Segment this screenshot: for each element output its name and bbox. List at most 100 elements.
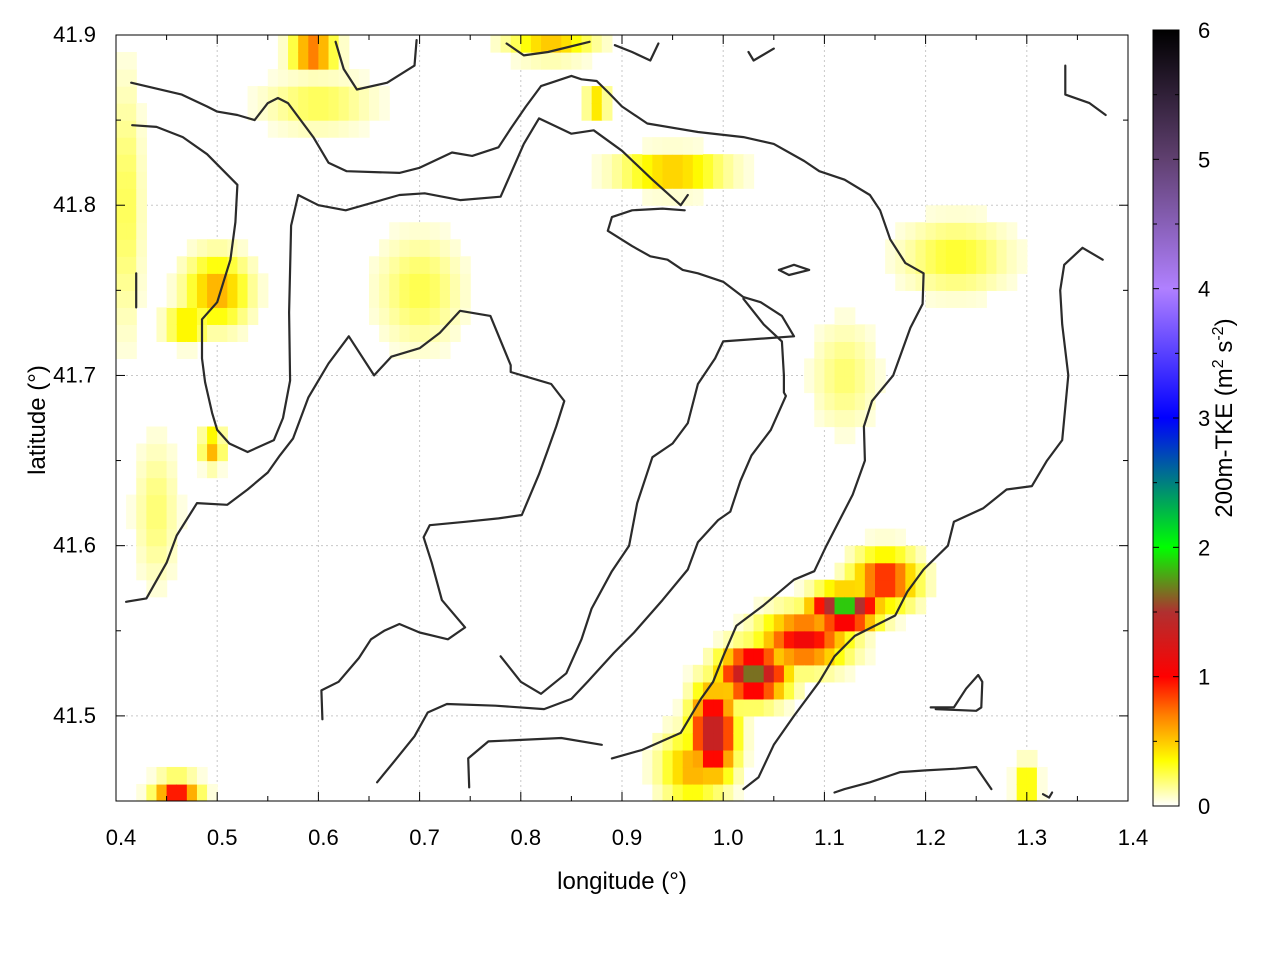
tke-cell — [146, 477, 158, 496]
tke-cell — [925, 579, 937, 598]
tke-cell — [541, 52, 552, 70]
tke-cell — [146, 443, 158, 462]
colorbar-tick-label: 0 — [1198, 794, 1210, 819]
tke-cell — [379, 273, 390, 291]
tke-cell — [217, 290, 228, 308]
tke-cell — [783, 613, 795, 632]
tke-cell — [662, 766, 674, 785]
tke-cell — [834, 630, 846, 649]
tke-cell — [713, 783, 724, 801]
tke-cell — [753, 664, 765, 683]
tke-cell — [166, 273, 178, 291]
tke-cell — [379, 239, 390, 257]
tke-cell — [743, 715, 755, 734]
tke-cell — [429, 341, 441, 360]
tke-cell — [672, 783, 684, 801]
tke-cell — [328, 69, 340, 87]
terrain-contour-line — [334, 39, 418, 91]
tke-cell — [804, 596, 815, 615]
tke-cell — [702, 154, 714, 172]
tke-cell — [834, 324, 846, 342]
tke-cell — [743, 681, 755, 700]
y-tick-label: 41.8 — [53, 192, 96, 217]
tke-cell — [763, 596, 775, 615]
tke-cell — [126, 120, 137, 138]
tke-cell — [156, 477, 168, 496]
tke-cell — [186, 766, 198, 785]
terrain-contour-line — [747, 47, 775, 62]
tke-cell — [824, 664, 836, 683]
tke-cell — [591, 35, 603, 53]
tke-cell — [642, 749, 653, 768]
tke-cell — [753, 698, 765, 717]
tke-cell — [804, 375, 815, 394]
tke-cell — [895, 562, 906, 581]
tke-cell — [824, 358, 836, 377]
x-tick-label: 0.6 — [308, 825, 339, 850]
tke-cell — [824, 324, 836, 342]
tke-cell — [1006, 273, 1018, 291]
colorbar-label: 200m-TKE (m2 s-2) — [1210, 318, 1238, 517]
tke-cell — [804, 358, 815, 377]
tke-cell — [217, 307, 228, 325]
tke-cell — [358, 120, 370, 138]
tke-cell — [733, 715, 745, 734]
tke-cell — [328, 86, 340, 104]
y-tick-label: 41.6 — [53, 533, 96, 558]
tke-cell — [966, 239, 977, 257]
tke-cell — [743, 698, 755, 717]
tke-cell — [116, 307, 127, 325]
tke-cell — [723, 171, 734, 189]
tke-cell — [308, 86, 319, 104]
tke-cell — [672, 154, 684, 172]
tke-cell — [854, 647, 866, 666]
tke-cell — [358, 86, 370, 104]
tke-cell — [399, 273, 411, 291]
tke-cell — [713, 647, 724, 666]
tke-cell — [601, 35, 613, 53]
tke-cell — [885, 256, 896, 274]
tke-cell — [136, 460, 147, 479]
tke-cell — [814, 375, 825, 394]
tke-cell — [854, 545, 866, 564]
tke-cell — [672, 171, 684, 189]
tke-cell — [783, 664, 795, 683]
y-tick-label: 41.7 — [53, 362, 96, 387]
tke-cell — [854, 324, 866, 342]
tke-cell — [834, 307, 846, 325]
tke-cell — [692, 171, 704, 189]
colorbar-tick-label: 3 — [1198, 406, 1210, 431]
tke-cell — [601, 103, 613, 121]
tke-cell — [399, 307, 411, 325]
tke-cell — [176, 273, 188, 291]
tke-cell — [723, 732, 734, 751]
tke-cell — [510, 52, 522, 70]
tke-cell — [581, 103, 593, 121]
tke-cell — [692, 137, 704, 155]
tke-cell — [662, 188, 674, 206]
tke-cell — [116, 290, 127, 308]
tke-cell — [773, 613, 785, 632]
tke-cell — [136, 137, 147, 155]
tke-cell — [955, 222, 967, 240]
tke-cell — [136, 494, 147, 513]
tke-cell — [237, 307, 249, 325]
tke-cell — [126, 69, 137, 87]
tke-cell — [955, 290, 967, 308]
tke-cell — [692, 749, 704, 768]
tke-cell — [166, 443, 178, 462]
tke-cell — [399, 341, 411, 360]
tke-cell — [814, 664, 825, 683]
x-tick-label: 1.4 — [1118, 825, 1149, 850]
tke-cell — [713, 715, 724, 734]
tke-cell — [389, 256, 400, 274]
y-tick-label: 41.9 — [53, 22, 96, 47]
tke-cell — [723, 647, 734, 666]
tke-cell — [976, 290, 987, 308]
tke-cell — [196, 426, 208, 445]
tke-cell — [773, 698, 785, 717]
tke-cell — [864, 630, 876, 649]
tke-cell — [136, 562, 147, 581]
tke-cell — [176, 511, 188, 530]
tke-cell — [207, 460, 218, 479]
